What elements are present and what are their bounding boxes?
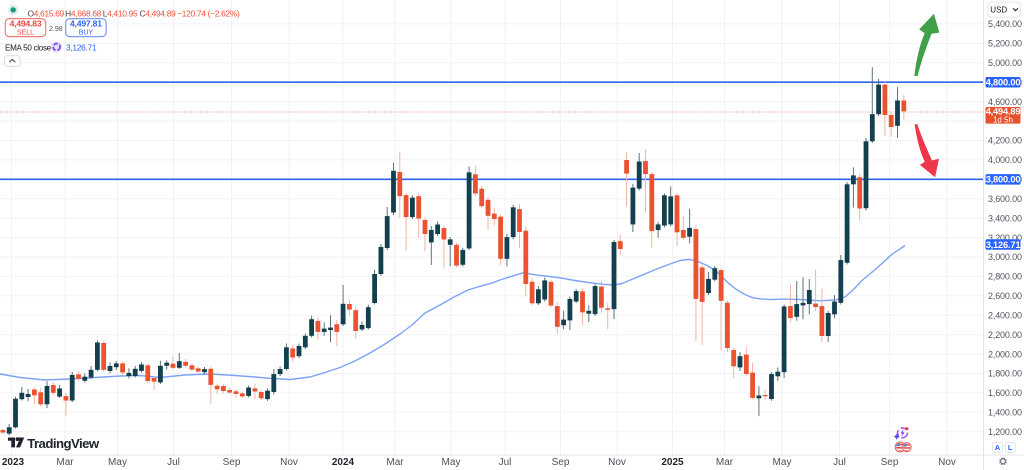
svg-text:Nov: Nov <box>938 457 956 468</box>
svg-text:5,000.00: 5,000.00 <box>988 58 1022 68</box>
svg-text:SELL: SELL <box>17 29 34 36</box>
svg-text:2,400.00: 2,400.00 <box>988 310 1022 320</box>
svg-text:3,800.00: 3,800.00 <box>986 175 1021 185</box>
svg-text:3,126.71: 3,126.71 <box>986 240 1021 250</box>
svg-text:2.98: 2.98 <box>49 26 63 33</box>
svg-text:1,400.00: 1,400.00 <box>988 408 1022 418</box>
svg-text:May: May <box>773 457 792 468</box>
svg-text:4,800.00: 4,800.00 <box>986 77 1021 87</box>
svg-text:1,800.00: 1,800.00 <box>988 369 1022 379</box>
svg-text:2,200.00: 2,200.00 <box>988 330 1022 340</box>
svg-text:1,200.00: 1,200.00 <box>988 427 1022 437</box>
svg-text:5,200.00: 5,200.00 <box>988 39 1022 49</box>
svg-text:3,600.00: 3,600.00 <box>988 194 1022 204</box>
svg-text:BUY: BUY <box>79 29 94 36</box>
svg-text:Jul: Jul <box>167 457 180 468</box>
svg-text:2023: 2023 <box>2 457 25 468</box>
svg-text:USD: USD <box>990 6 1007 15</box>
svg-text:3,126.71: 3,126.71 <box>66 42 97 52</box>
svg-text:2,000.00: 2,000.00 <box>988 349 1022 359</box>
svg-text:3,200.00: 3,200.00 <box>988 233 1022 243</box>
svg-text:May: May <box>442 457 461 468</box>
svg-text:5,400.00: 5,400.00 <box>988 19 1022 29</box>
svg-text:Jul: Jul <box>833 457 846 468</box>
svg-text:3,400.00: 3,400.00 <box>988 213 1022 223</box>
svg-text:C4,494.89: C4,494.89 <box>140 8 177 18</box>
svg-text:Sep: Sep <box>881 457 899 468</box>
svg-text:Mar: Mar <box>386 457 404 468</box>
svg-text:4,200.00: 4,200.00 <box>988 136 1022 146</box>
svg-text:1,600.00: 1,600.00 <box>988 388 1022 398</box>
svg-text:4,600.00: 4,600.00 <box>988 97 1022 107</box>
svg-text:L: L <box>1008 443 1013 452</box>
svg-text:2025: 2025 <box>661 457 684 468</box>
svg-text:Sep: Sep <box>552 457 570 468</box>
svg-text:1d 5h: 1d 5h <box>993 115 1013 124</box>
svg-text:2,800.00: 2,800.00 <box>988 272 1022 282</box>
svg-text:2024: 2024 <box>332 457 355 468</box>
svg-text:L4,410.95: L4,410.95 <box>103 8 138 18</box>
svg-text:EMA 50 close: EMA 50 close <box>5 43 52 52</box>
svg-text:4,000.00: 4,000.00 <box>988 155 1022 165</box>
svg-text:2,600.00: 2,600.00 <box>988 291 1022 301</box>
svg-text:Nov: Nov <box>608 457 626 468</box>
svg-text:Jul: Jul <box>499 457 512 468</box>
svg-text:4,497.81: 4,497.81 <box>70 18 102 28</box>
svg-text:May: May <box>108 457 127 468</box>
svg-text:Nov: Nov <box>280 457 298 468</box>
svg-text:H4,668.68: H4,668.68 <box>65 8 102 18</box>
svg-text:Sep: Sep <box>223 457 241 468</box>
svg-text:−120.74 (−2.62%): −120.74 (−2.62%) <box>177 8 240 18</box>
svg-text:TradingView: TradingView <box>27 436 100 451</box>
svg-text:A: A <box>995 443 1001 452</box>
svg-text:3,000.00: 3,000.00 <box>988 252 1022 262</box>
svg-text:O4,615.69: O4,615.69 <box>28 8 65 18</box>
svg-text:Mar: Mar <box>56 457 74 468</box>
svg-text:4,494.83: 4,494.83 <box>10 18 42 28</box>
svg-text:Mar: Mar <box>716 457 734 468</box>
svg-text:4,494.89: 4,494.89 <box>986 106 1021 116</box>
